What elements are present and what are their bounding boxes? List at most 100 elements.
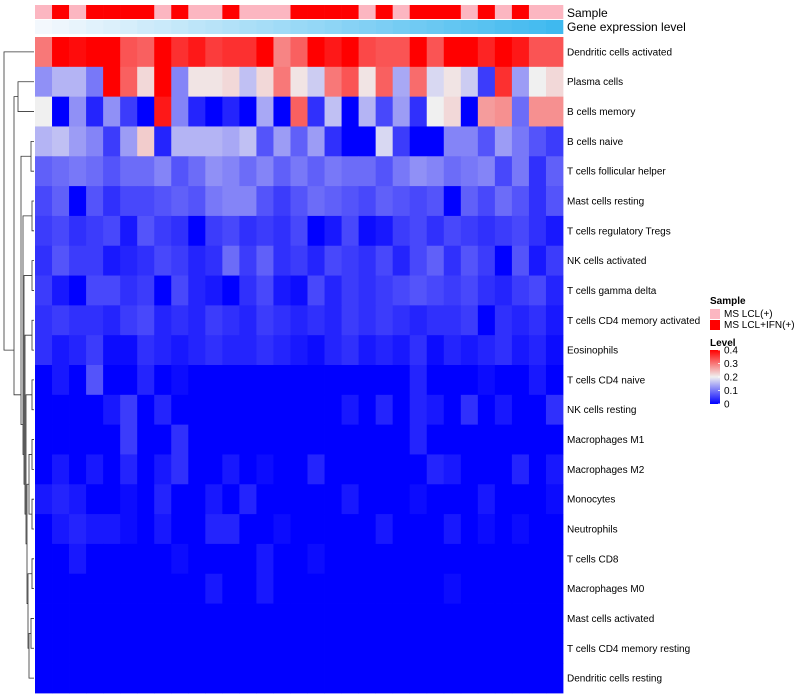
heatmap-cell [409,186,428,217]
heatmap-cell [511,514,530,545]
sample-legend-swatch [710,320,720,330]
heatmap-cell [69,394,87,426]
heatmap-cell [511,126,530,157]
heatmap-cell [511,603,530,634]
heatmap-cell [426,603,445,634]
row-label: Monocytes [567,495,615,506]
heatmap-cell [290,484,308,515]
heatmap-cell [256,215,274,247]
heatmap-cell [103,663,121,694]
heatmap-cell [375,514,394,545]
heatmap-cell [528,603,547,634]
heatmap-cell [409,275,428,306]
heatmap-cell [86,633,104,664]
heatmap-cell [256,186,274,217]
heatmap-cell [171,543,189,575]
heatmap-cells [35,37,564,694]
heatmap-cell [35,514,53,545]
heatmap-cell [392,573,411,604]
heatmap-cell [290,543,308,575]
sample-legend-label: MS LCL(+) [724,309,773,320]
heatmap-cell [35,305,53,336]
heatmap-cell [256,394,274,426]
sample-annotation-cell [341,5,359,19]
heatmap-cell [341,633,360,664]
row-label: T cells regulatory Tregs [567,226,671,237]
heatmap-cell [137,156,155,187]
heatmap-cell [205,275,223,306]
heatmap-cell [35,365,53,396]
heatmap-cell [392,633,411,664]
heatmap-cell [443,126,462,157]
heatmap-cell [273,335,291,366]
heatmap-cell [86,543,104,575]
heatmap-cell [273,663,291,694]
heatmap-cell [69,514,87,545]
heatmap-cell [392,484,411,515]
heatmap-cell [392,424,411,455]
heatmap-cell [205,514,223,545]
heatmap-cell [35,543,53,575]
heatmap-cell [188,633,206,664]
heatmap-cell [86,275,104,306]
heatmap-cell [392,96,411,127]
heatmap-cell [256,96,274,127]
heatmap-cell [52,96,70,127]
heatmap-cell [307,335,325,366]
heatmap-cell [205,603,223,634]
expression-annotation-cell [69,20,87,34]
row-label: T cells gamma delta [567,286,657,297]
heatmap-cell [239,603,257,634]
heatmap-cell [460,543,479,575]
heatmap-cell [409,215,428,247]
heatmap-cell [103,394,121,426]
heatmap-cell [290,394,308,426]
heatmap-cell [290,335,308,366]
heatmap-cell [528,424,547,455]
heatmap-cell [290,215,308,247]
heatmap-cell [409,365,428,396]
expression-annotation-cell [188,20,206,34]
heatmap-cell [460,215,479,247]
heatmap-cell [154,663,172,694]
heatmap-cell [239,66,257,98]
heatmap-cell [273,603,291,634]
heatmap-cell [409,573,428,604]
heatmap-cell [409,394,428,426]
heatmap-cell [256,514,274,545]
heatmap-cell [324,573,342,604]
heatmap-cell [154,335,172,366]
heatmap-cell [358,305,377,336]
heatmap-cell [426,275,445,306]
heatmap-cell [222,215,240,247]
heatmap-cell [494,96,513,127]
heatmap-cell [256,305,274,336]
heatmap-cell [137,275,155,306]
heatmap-cell [494,37,513,68]
heatmap-cell [239,424,257,455]
heatmap-cell [35,454,53,485]
heatmap-cell [443,335,462,366]
heatmap-cell [375,633,394,664]
heatmap-cell [460,484,479,515]
heatmap-cell [171,573,189,604]
heatmap-cell [188,484,206,515]
heatmap-cell [222,37,240,68]
expression-annotation-cell [358,20,376,34]
heatmap-cell [409,454,428,485]
heatmap-cell [103,484,121,515]
heatmap-cell [35,335,53,366]
heatmap-cell [256,245,274,276]
heatmap-cell [307,573,325,604]
heatmap-cell [392,66,411,98]
heatmap-cell [460,454,479,485]
heatmap-cell [290,454,308,485]
row-label: Dendritic cells activated [567,47,672,58]
row-label: Mast cells activated [567,614,654,625]
heatmap-cell [171,514,189,545]
heatmap-cell [307,424,325,455]
heatmap-cell [154,633,172,664]
heatmap-cell [443,245,462,276]
heatmap-cell [341,603,360,634]
